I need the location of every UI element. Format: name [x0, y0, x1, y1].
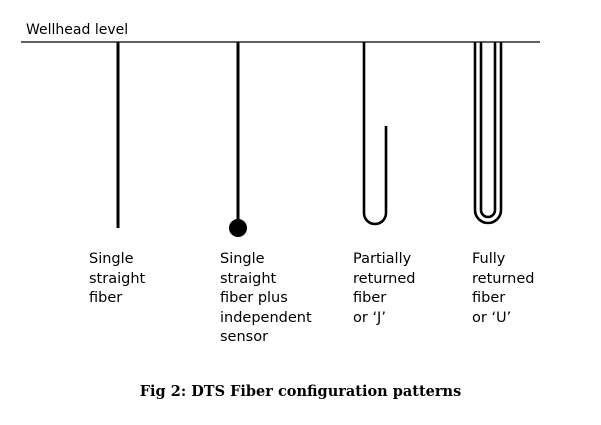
label-line: or ‘J’	[353, 309, 386, 326]
label-line: Single	[220, 251, 265, 267]
label-line: sensor	[220, 329, 269, 345]
wellhead-level-label: Wellhead level	[26, 22, 129, 38]
independent-sensor-dot	[229, 219, 247, 237]
label-line: or ‘U’	[472, 309, 512, 326]
label-line: fiber plus	[220, 290, 288, 306]
figure-caption: Fig 2: DTS Fiber configuration patterns	[139, 383, 462, 400]
single-straight-fiber-sensor-label: Single straight fiber plus independent s…	[220, 250, 312, 348]
label-line: fiber	[472, 290, 506, 306]
label-line: straight	[89, 270, 146, 287]
partially-returned-fiber-label: Partially returned fiber or ‘J’	[353, 250, 415, 328]
label-line: Single	[89, 251, 134, 267]
partially-returned-j-fiber	[362, 42, 388, 226]
label-line: independent	[220, 309, 312, 326]
label-line: returned	[353, 270, 416, 287]
fully-returned-u-fiber-outer	[473, 42, 503, 225]
label-line: fiber	[353, 290, 387, 306]
label-line: Partially	[353, 251, 412, 267]
label-line: straight	[220, 270, 277, 287]
label-line: fiber	[89, 290, 123, 306]
fully-returned-u-fiber-inner	[479, 42, 497, 219]
fully-returned-fiber-label: Fully returned fiber or ‘U’	[472, 250, 534, 328]
label-line: Fully	[472, 251, 506, 267]
single-straight-fiber-label: Single straight fiber	[89, 250, 145, 309]
label-line: returned	[472, 270, 535, 287]
